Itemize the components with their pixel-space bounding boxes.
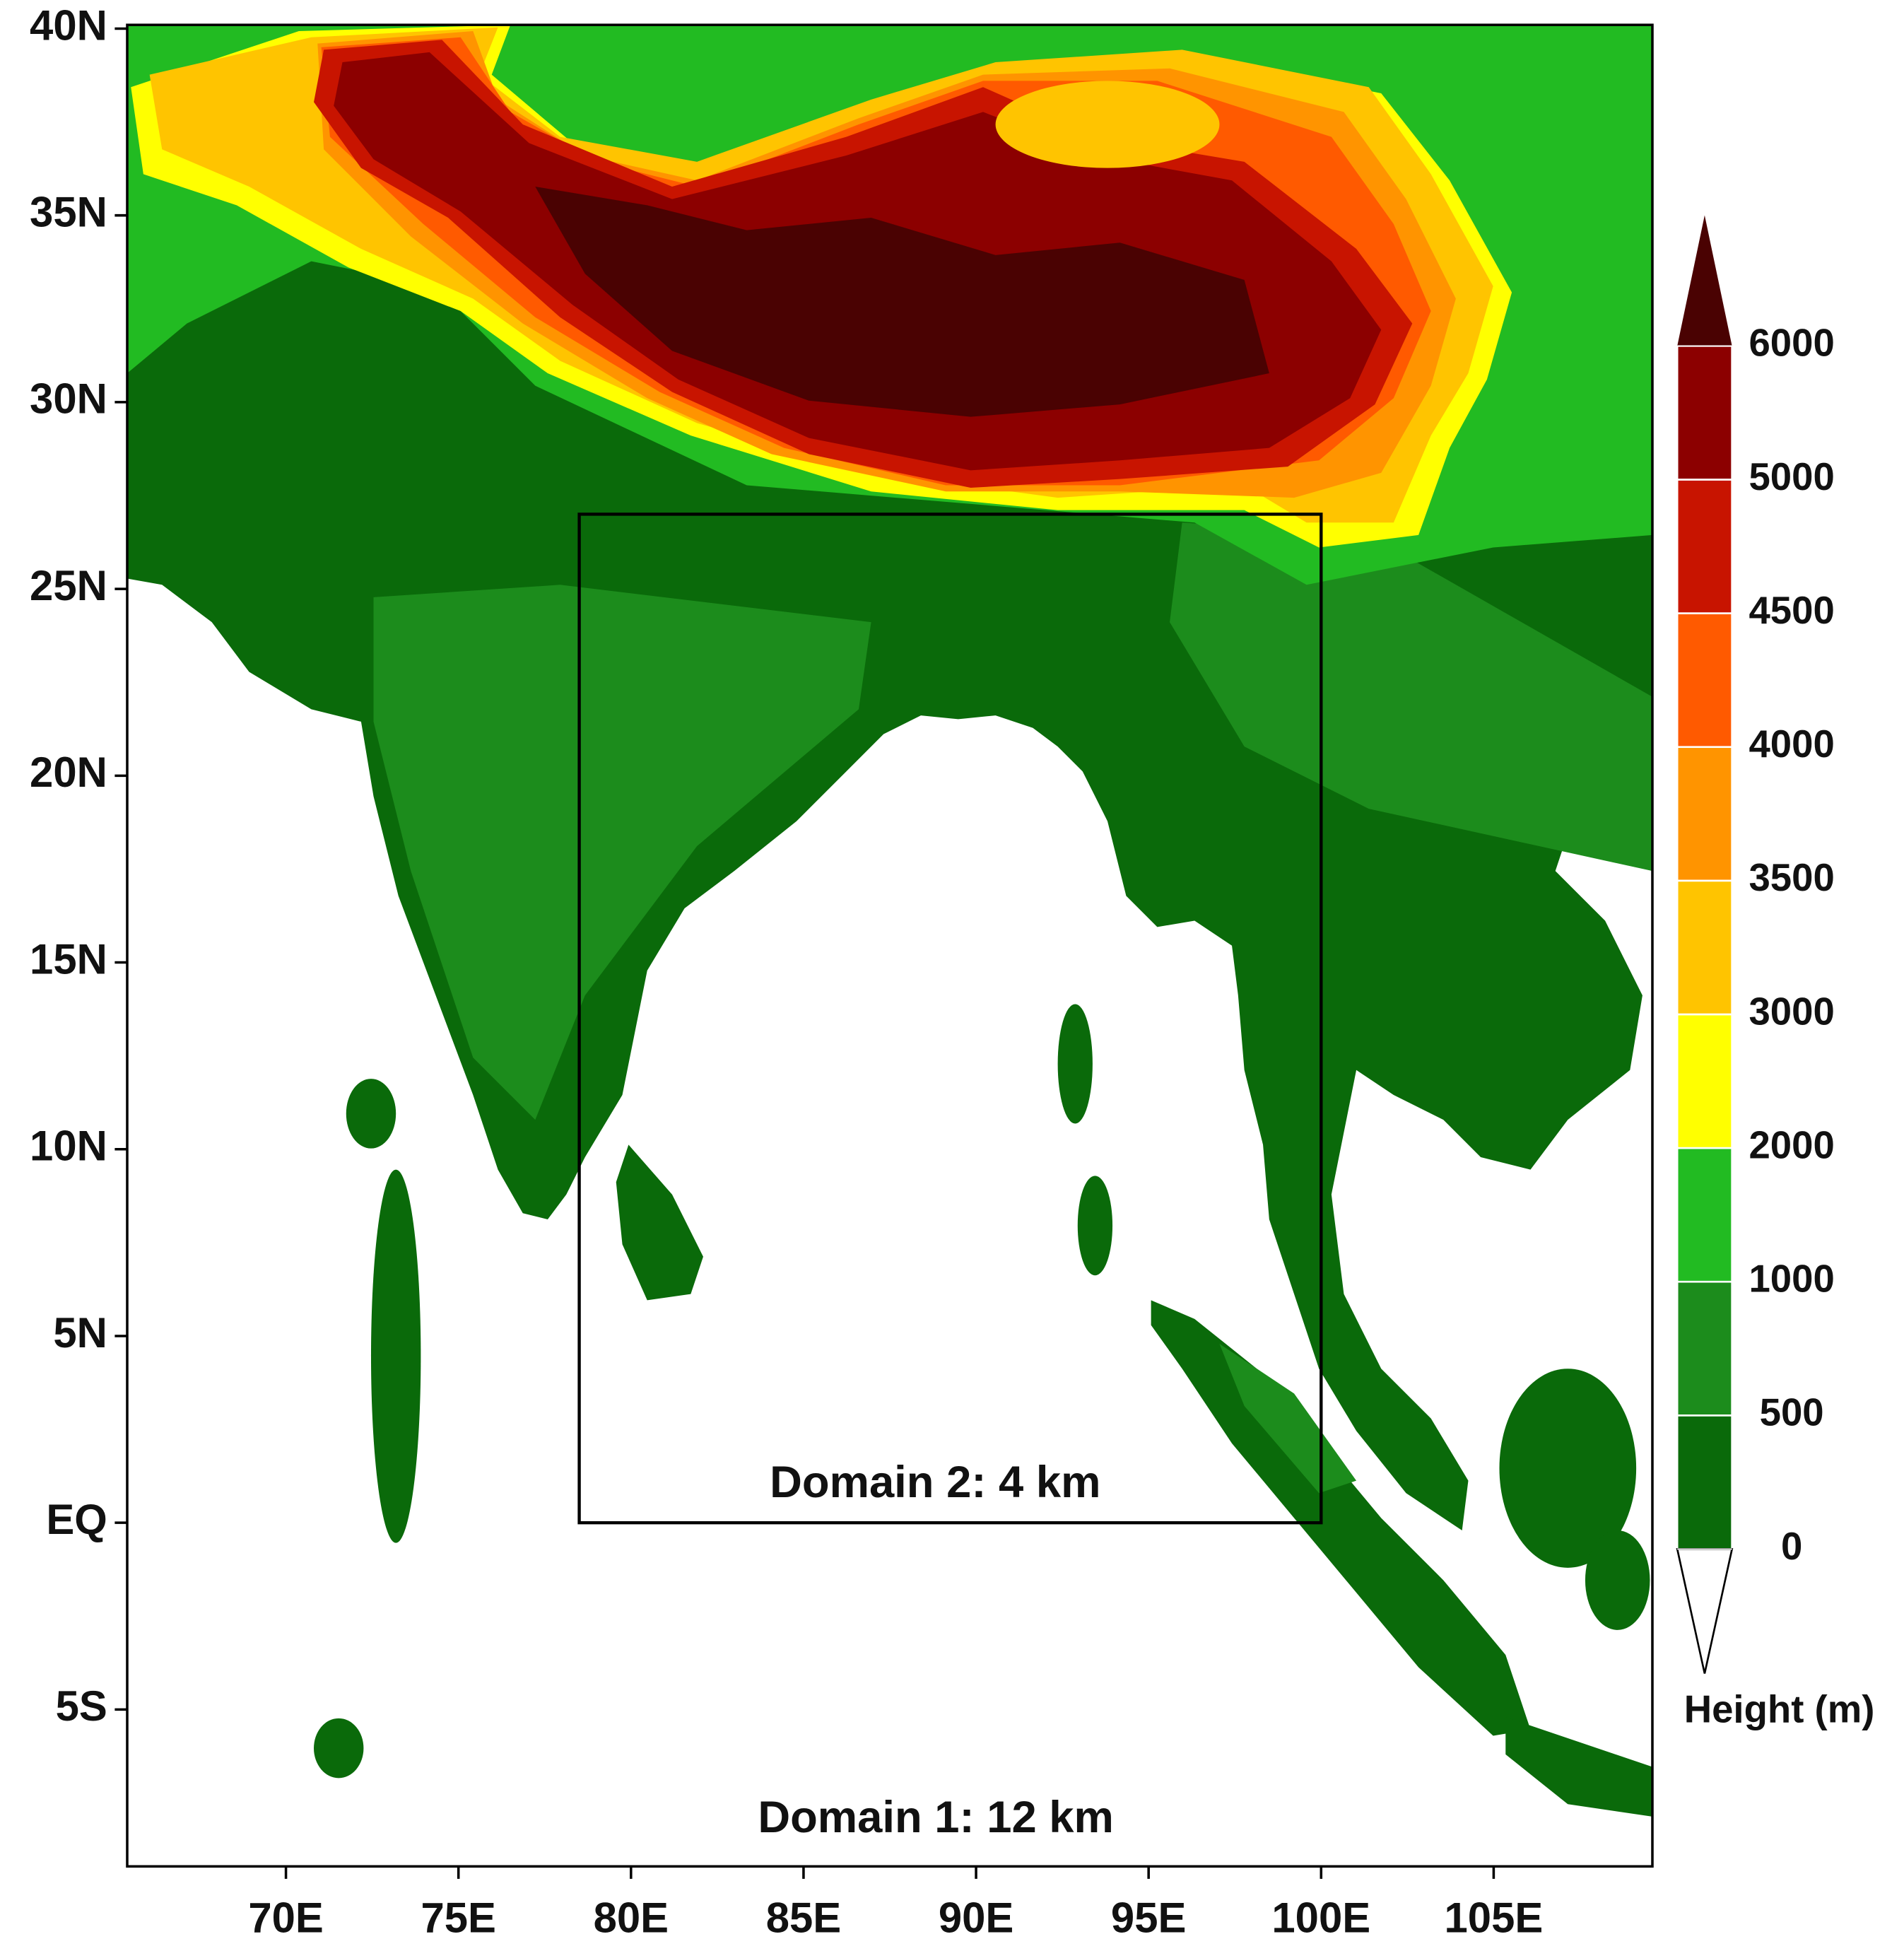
highland [535, 187, 1269, 417]
colorbar-label: 0 [1781, 1525, 1802, 1568]
colorbar-band [1676, 879, 1733, 1016]
island [1151, 1300, 1531, 1736]
colorbar-over [1677, 215, 1732, 346]
colorbar-label: 500 [1760, 1391, 1824, 1434]
colorbar-band [1676, 345, 1733, 481]
island [314, 1718, 364, 1779]
x-tick-label: 90E [939, 1894, 1013, 1942]
island [616, 1144, 703, 1301]
colorbar-band [1676, 612, 1733, 749]
colorbar-band [1676, 479, 1733, 614]
colorbar-label: 5000 [1749, 455, 1834, 498]
colorbar-label: 2000 [1749, 1123, 1834, 1166]
y-tick-label: 5S [56, 1682, 107, 1730]
colorbar-title: Height (m) [1684, 1687, 1875, 1730]
colorbar-label: 4000 [1749, 722, 1834, 766]
island [1499, 1369, 1637, 1568]
colorbar-band [1676, 1414, 1733, 1550]
domain-2-label: Domain 2: 4 km [770, 1458, 1100, 1507]
y-tick-label: 20N [30, 749, 107, 796]
colorbar-band [1676, 1013, 1733, 1149]
domain-1-label: Domain 1: 12 km [758, 1793, 1114, 1842]
map-frame [126, 23, 1654, 1868]
colorbar-label: 4500 [1749, 589, 1834, 632]
basin [995, 81, 1220, 168]
y-tick-label: 15N [30, 935, 107, 983]
island [1077, 1176, 1113, 1276]
island [1505, 1717, 1652, 1817]
colorbar-band [1676, 746, 1733, 882]
colorbar-label: 3000 [1749, 990, 1834, 1033]
y-tick-label: 25N [30, 562, 107, 609]
highland [1170, 522, 1652, 872]
x-tick-label: 100E [1271, 1894, 1370, 1942]
island [1585, 1530, 1650, 1630]
x-tick-label: 75E [421, 1894, 495, 1942]
x-tick-label: 70E [248, 1894, 323, 1942]
y-tick-label: 35N [30, 189, 107, 236]
y-tick-label: 40N [30, 1, 107, 49]
y-tick-label: 5N [53, 1309, 107, 1357]
plateau [373, 585, 871, 1120]
island [1057, 1004, 1093, 1124]
terrain [127, 25, 1652, 1817]
colorbar-under [1676, 1548, 1734, 1674]
domain-2-box [577, 512, 1323, 1525]
colorbar-band [1676, 1280, 1733, 1417]
y-tick-label: 30N [30, 375, 107, 423]
x-tick-label: 80E [594, 1894, 669, 1942]
colorbar: 0 500 1000 2000 3000 3500 4000 4500 5000 6000 [1676, 215, 1835, 1674]
y-tick-label: EQ [46, 1496, 107, 1543]
x-tick-label: 95E [1111, 1894, 1186, 1942]
colorbar-band [1676, 1147, 1733, 1283]
colorbar-label: 6000 [1749, 322, 1834, 365]
colorbar-label: 3500 [1749, 856, 1834, 899]
axes: 70E 75E 80E 85E 90E 95E 100E 105E 40N 35N 30N 25N 20… [30, 1, 1543, 1941]
y-tick-label: 10N [30, 1123, 107, 1170]
island [370, 1169, 421, 1543]
x-tick-label: 85E [766, 1894, 841, 1942]
x-tick-label: 105E [1445, 1894, 1544, 1942]
island [346, 1079, 396, 1149]
colorbar-label: 1000 [1749, 1258, 1834, 1301]
